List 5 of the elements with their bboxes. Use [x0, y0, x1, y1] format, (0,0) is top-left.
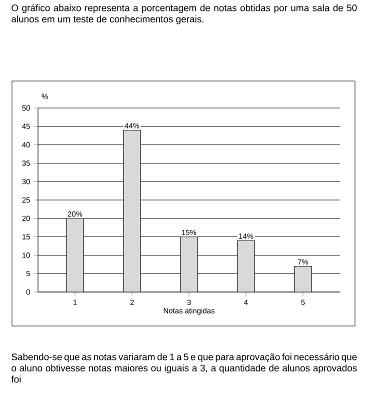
chart-title: O gráfico abaixo representa a porcentagem de notas obtidas por uma sala de 50 alunos em um teste de conhecimentos gerais.: [12, 4, 357, 24]
bar: [66, 218, 84, 292]
text: Sabendo-se que as notas variaram de 1 a 5 e que para aprovação foi necessário que o aluno obtivesse notas maiores ou iguais a 3, a quantidade de alunos aprovados foi: [11, 353, 357, 383]
bar: [294, 266, 312, 292]
bar: [180, 236, 198, 292]
